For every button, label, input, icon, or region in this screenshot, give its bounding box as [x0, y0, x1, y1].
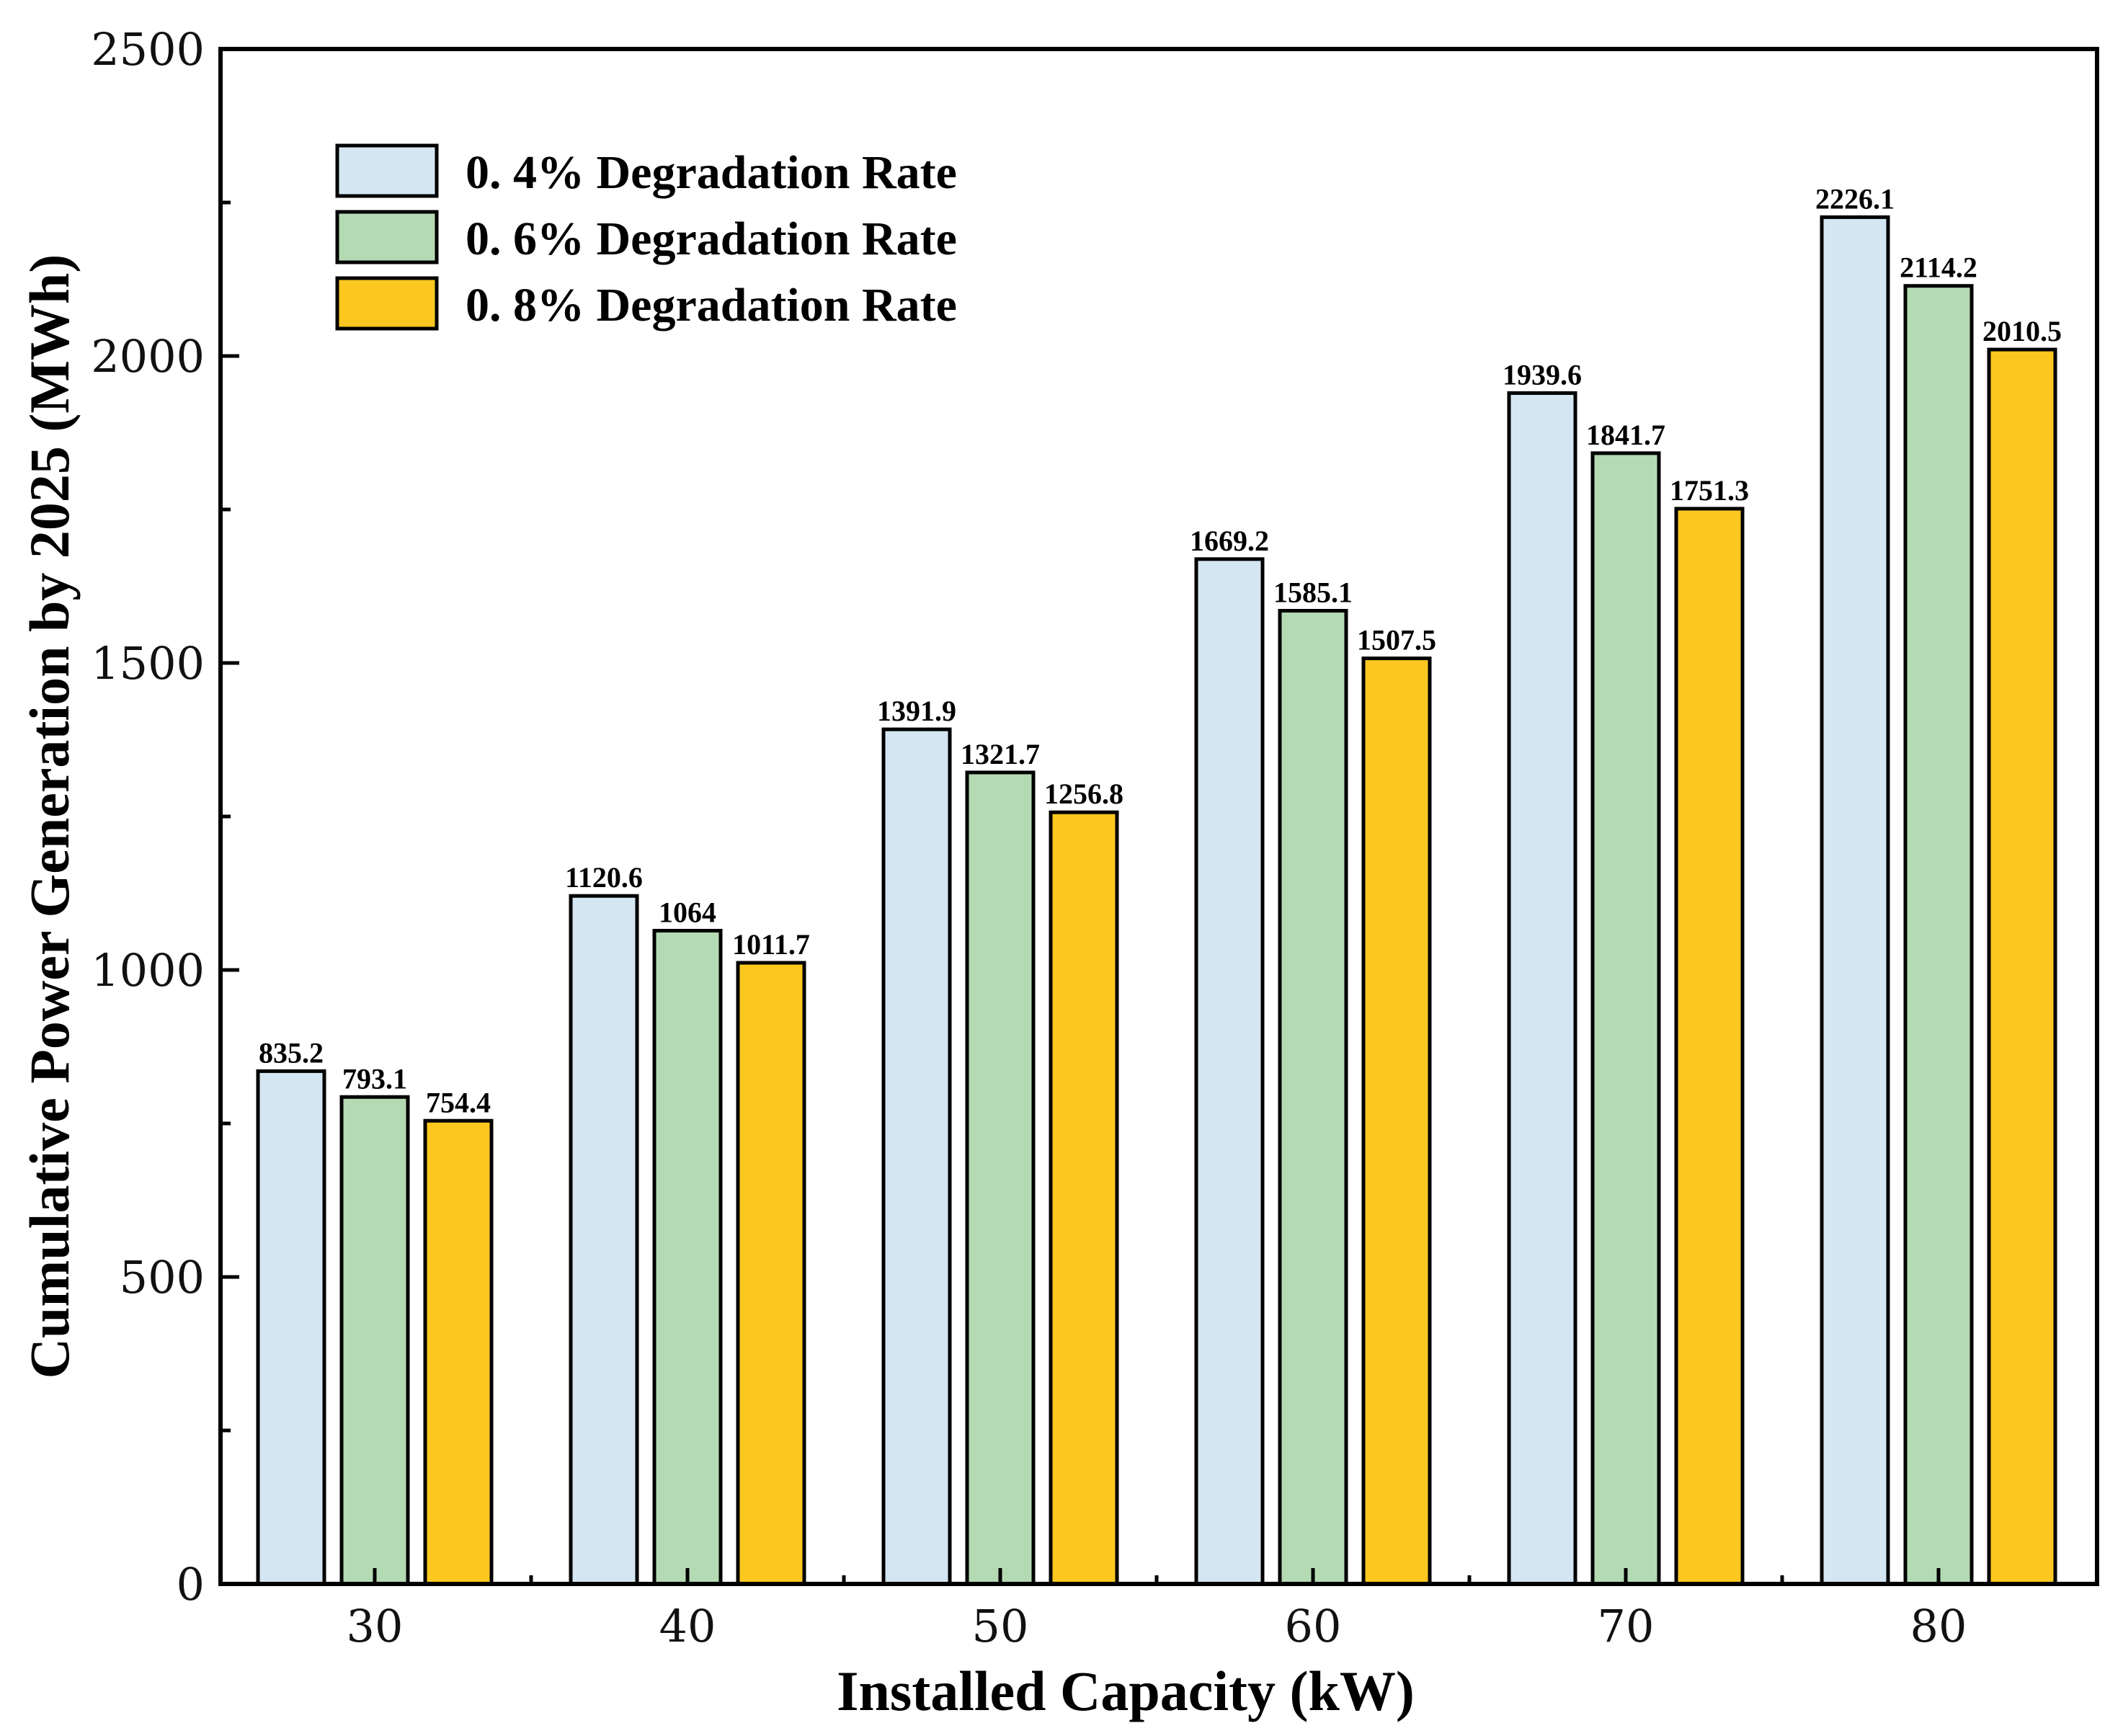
data-label: 1751.3 [1670, 474, 1749, 507]
y-tick-label: 1500 [91, 637, 205, 690]
data-label: 1939.6 [1503, 358, 1582, 391]
bars-layer [256, 215, 2057, 1586]
legend-label: 0. 8% Degradation Rate [466, 279, 957, 331]
legend-label: 0. 6% Degradation Rate [466, 213, 957, 265]
legend-swatch [335, 210, 439, 264]
data-label: 1064 [659, 896, 716, 928]
bar [256, 1069, 326, 1586]
data-label: 2226.1 [1815, 182, 1895, 215]
bar [1987, 347, 2057, 1586]
y-axis: 0 500 1000 1500 2000 2500 [91, 23, 239, 1611]
bar [1590, 451, 1661, 1586]
data-label: 1120.6 [565, 861, 643, 894]
bar [1049, 810, 1119, 1586]
bar [1194, 557, 1265, 1586]
data-label: 1585.1 [1273, 576, 1353, 608]
data-label: 1011.7 [732, 928, 810, 961]
y-tick-label: 0 [177, 1558, 205, 1611]
data-label: 2114.2 [1900, 252, 1977, 284]
data-label: 1507.5 [1357, 624, 1436, 656]
legend: 0. 4% Degradation Rate 0. 6% Degradation … [335, 143, 957, 331]
x-tick-label: 30 [347, 1600, 404, 1652]
legend-item: 0. 6% Degradation Rate [335, 210, 957, 265]
x-tick-label: 70 [1598, 1600, 1655, 1652]
bar [339, 1095, 410, 1586]
bar [423, 1118, 494, 1586]
x-tick-label: 50 [972, 1600, 1029, 1652]
y-tick-label: 500 [120, 1251, 205, 1304]
x-axis: 30 40 50 60 70 80 [347, 1568, 1967, 1652]
legend-label: 0. 4% Degradation Rate [466, 146, 957, 199]
bar [965, 770, 1036, 1586]
bar [652, 928, 723, 1586]
data-label: 754.4 [426, 1086, 491, 1118]
bar [881, 727, 952, 1586]
data-labels-layer: 835.2 793.1 754.4 1120.6 1064 1011.7 1391.9132… [259, 182, 2062, 1118]
bar [1361, 656, 1432, 1586]
x-axis-title: Installed Capacity (kW) [837, 1660, 1415, 1722]
x-tick-label: 60 [1285, 1600, 1342, 1652]
y-tick-label: 2000 [91, 330, 205, 383]
bar [1820, 215, 1890, 1586]
y-tick-label: 2500 [91, 23, 205, 76]
legend-swatch [335, 143, 439, 198]
data-label: 1669.2 [1190, 525, 1269, 557]
data-label: 1841.7 [1586, 419, 1665, 451]
bar [736, 961, 806, 1586]
data-label: 1256.8 [1044, 778, 1123, 810]
bar [1674, 507, 1745, 1586]
y-axis-title: Cumulative Power Generation by 2025 (MWh… [18, 254, 81, 1379]
bar [569, 894, 639, 1586]
y-tick-label: 1000 [91, 944, 205, 997]
x-tick-label: 80 [1910, 1600, 1967, 1652]
data-label: 1321.7 [961, 738, 1040, 770]
x-tick-label: 40 [659, 1600, 716, 1652]
bar [1903, 284, 1974, 1586]
legend-item: 0. 8% Degradation Rate [335, 276, 957, 331]
bar [1507, 391, 1577, 1586]
data-label: 793.1 [342, 1062, 407, 1095]
data-label: 835.2 [259, 1036, 324, 1069]
legend-swatch [335, 276, 439, 331]
legend-item: 0. 4% Degradation Rate [335, 143, 957, 199]
bar [1278, 608, 1348, 1586]
data-label: 2010.5 [1982, 315, 2062, 347]
data-label: 1391.9 [877, 695, 956, 727]
